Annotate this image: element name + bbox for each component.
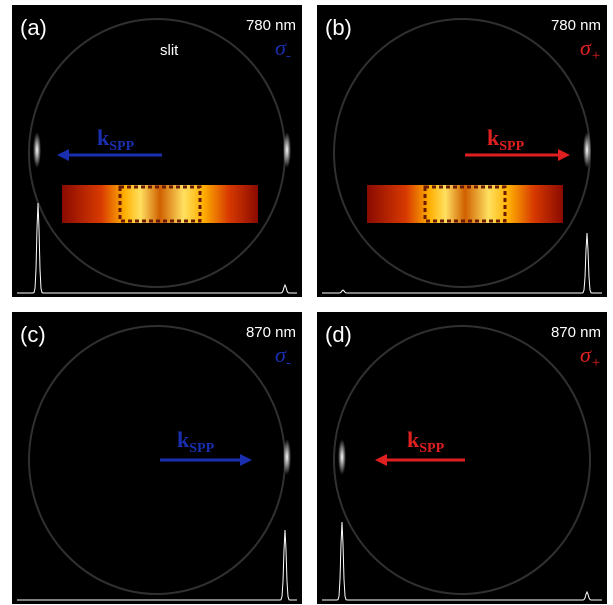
spectrum: [17, 202, 297, 294]
panel-label: (d): [325, 322, 352, 347]
panel: kSPP (c) 870 nmσ-: [12, 312, 302, 604]
k-subscript: SPP: [189, 441, 214, 456]
k-symbol: k: [487, 125, 500, 150]
field-pattern: [423, 185, 507, 223]
panel-background: [317, 5, 607, 297]
wavelength: 780 nm: [246, 17, 296, 34]
k-spp-label: kSPP: [407, 427, 445, 456]
panel-label: (b): [325, 15, 352, 40]
polarization: σ-: [275, 342, 291, 371]
polarization: σ-: [275, 35, 291, 64]
polarization-symbol: σ: [275, 342, 287, 367]
field-map: [367, 185, 563, 223]
k-symbol: k: [97, 125, 110, 150]
polarization: σ+: [580, 35, 601, 64]
arrow-head: [375, 454, 387, 466]
spectrum: [322, 521, 602, 601]
spectrum: [17, 529, 297, 601]
k-subscript: SPP: [499, 139, 524, 154]
bright-spot: [283, 132, 291, 168]
bright-spot: [283, 439, 291, 475]
panel-label: (a): [20, 15, 47, 40]
polarization-subscript: -: [286, 355, 291, 371]
arrow-head: [57, 149, 69, 161]
k-spp-label: kSPP: [487, 125, 525, 154]
k-symbol: k: [177, 427, 190, 452]
panel: kSPP (d) 870 nmσ+: [317, 312, 607, 604]
k-spp-label: kSPP: [97, 125, 135, 154]
polarization-subscript: +: [591, 355, 601, 371]
bright-spot: [583, 132, 591, 168]
bright-spot: [338, 439, 346, 475]
slit-label: slit: [160, 42, 179, 59]
ring: [333, 325, 591, 595]
panel-background: [12, 5, 302, 297]
polarization: σ+: [580, 342, 601, 371]
panel: kSPP (b) 780 nmσ+: [317, 5, 607, 297]
panel-label: (c): [20, 322, 46, 347]
k-symbol: k: [407, 427, 420, 452]
k-spp-label: kSPP: [177, 427, 215, 456]
k-subscript: SPP: [419, 441, 444, 456]
field-pattern: [118, 185, 202, 223]
k-subscript: SPP: [109, 139, 134, 154]
polarization-symbol: σ: [580, 35, 592, 60]
field-map: [62, 185, 258, 223]
spectrum: [322, 232, 602, 294]
wavelength: 870 nm: [551, 324, 601, 341]
arrow-head: [240, 454, 252, 466]
bright-spot: [33, 132, 41, 168]
polarization-symbol: σ: [580, 342, 592, 367]
polarization-symbol: σ: [275, 35, 287, 60]
panel-background: [317, 312, 607, 604]
polarization-subscript: -: [286, 48, 291, 64]
panel: kSPP(a) 780 nmσ-slit: [12, 5, 302, 297]
polarization-subscript: +: [591, 48, 601, 64]
wavelength: 870 nm: [246, 324, 296, 341]
arrow-head: [558, 149, 570, 161]
wavelength: 780 nm: [551, 17, 601, 34]
panel-background: [12, 312, 302, 604]
